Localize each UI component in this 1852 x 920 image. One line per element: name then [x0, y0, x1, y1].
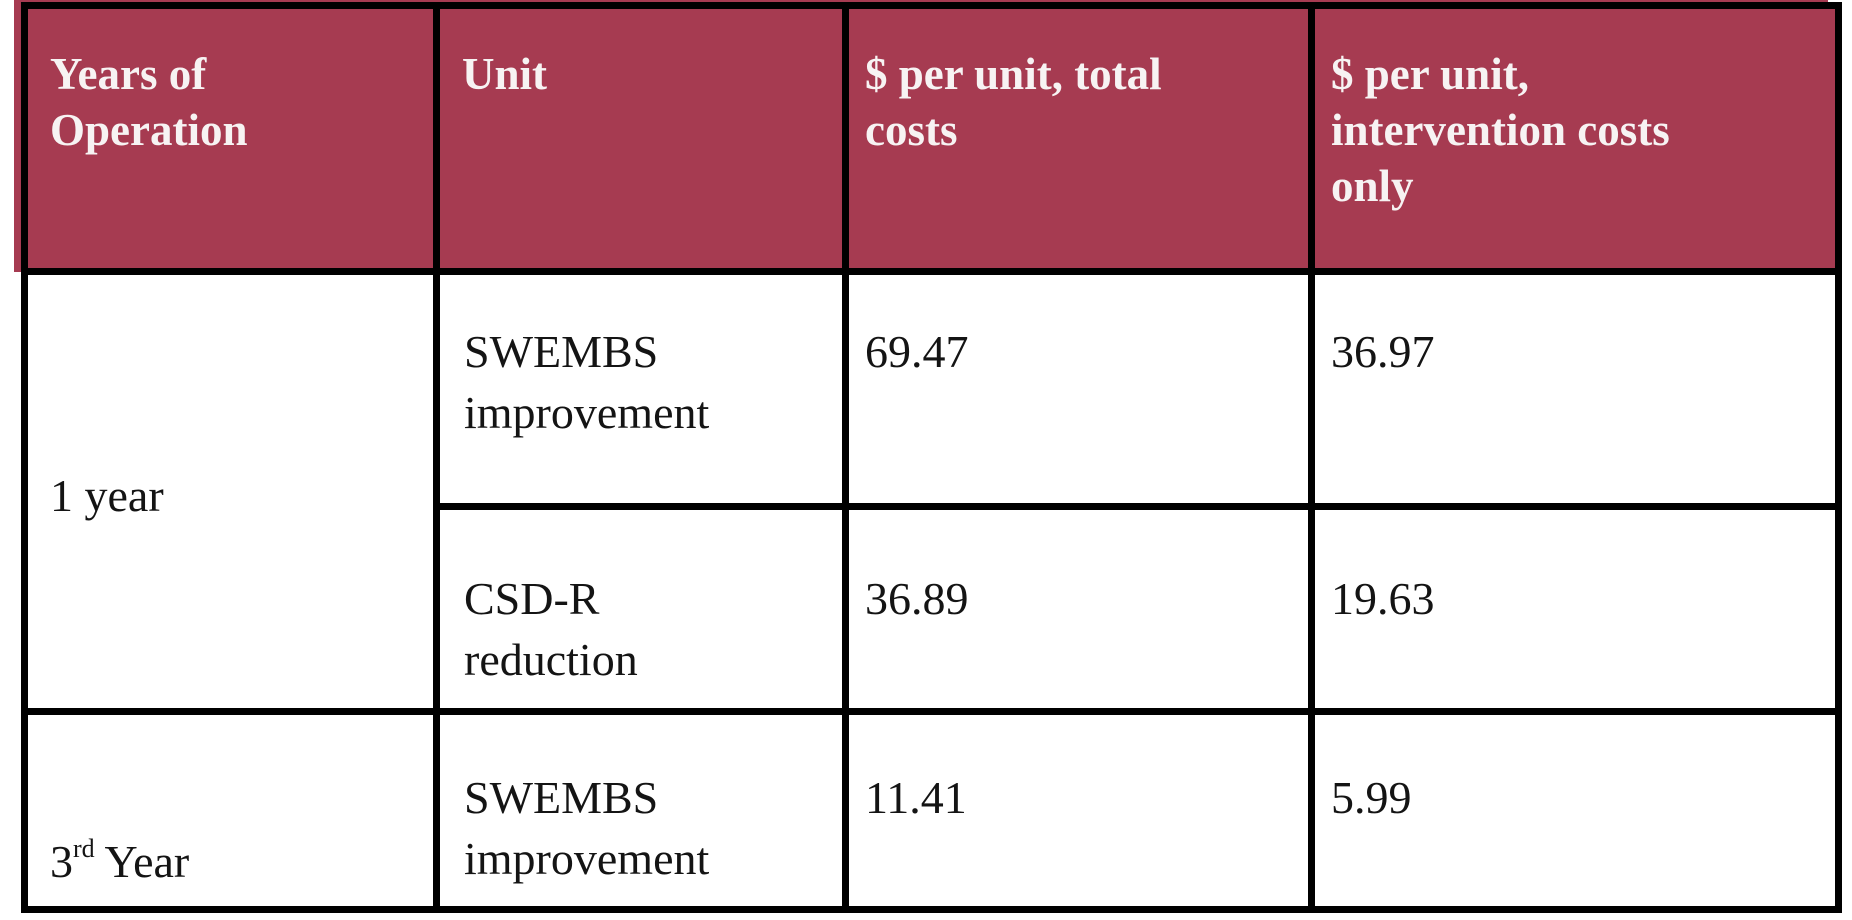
total-cost-cell: 69.47	[842, 268, 1315, 510]
col-header-total-costs: $ per unit, total costs	[842, 2, 1315, 275]
total-cost-cell: 36.89	[842, 503, 1315, 715]
col-header-years-of-operation: Years of Operation	[21, 2, 440, 275]
intervention-cost-cell: 19.63	[1308, 503, 1842, 715]
table-row: CSD-R reduction 36.89 19.63	[25, 503, 1842, 715]
col-header-unit: Unit	[433, 2, 849, 275]
unit-cell: CSD-R reduction	[433, 503, 849, 715]
table-row: 1 year SWEMBS improvement 69.47 36.97	[21, 268, 1842, 715]
intervention-cost-cell: 5.99	[1308, 708, 1842, 913]
col-header-intervention-costs: $ per unit, intervention costs only	[1308, 2, 1842, 275]
cost-table: Years of Operation Unit $ per unit, tota…	[21, 2, 1842, 913]
years-3-base: 3	[50, 836, 73, 887]
years-3-rest: Year	[94, 836, 190, 887]
years-cell-1-year: 1 year	[21, 268, 440, 715]
unit-cell: SWEMBS improvement	[433, 708, 849, 913]
total-cost-cell: 11.41	[842, 708, 1315, 913]
intervention-cost-cell: 36.97	[1308, 268, 1842, 510]
years-3-ordinal-suffix: rd	[73, 834, 95, 863]
table-header-row: Years of Operation Unit $ per unit, tota…	[21, 2, 1842, 275]
years-cell-3rd-year: 3rd Year	[21, 708, 440, 913]
unit-cell: SWEMBS improvement	[433, 268, 849, 510]
table-row: 3rd Year SWEMBS improvement 11.41 5.99	[21, 708, 1842, 913]
